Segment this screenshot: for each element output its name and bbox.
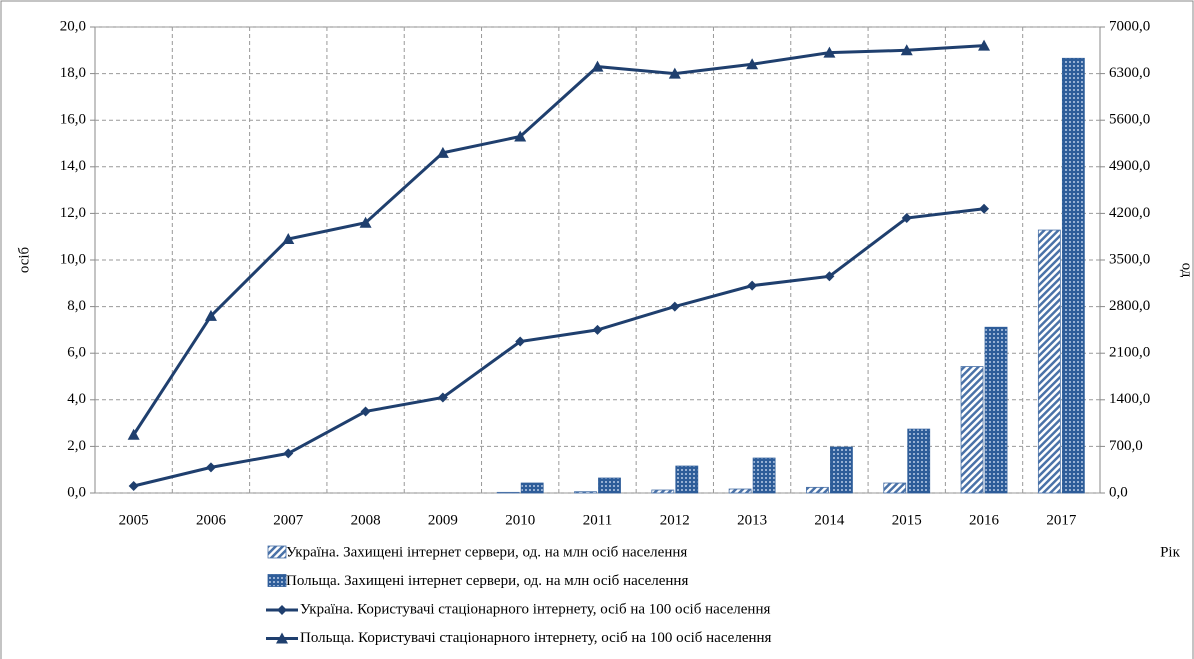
x-tick-label: 2008 (351, 512, 381, 528)
bar (574, 491, 597, 494)
marker (359, 216, 372, 228)
marker (283, 448, 294, 459)
marker (591, 60, 604, 72)
y2-tick-label: 2100,0 (1109, 345, 1150, 361)
y-tick-label: 12,0 (60, 205, 86, 221)
marker (900, 44, 913, 56)
bar (651, 489, 675, 494)
x-tick-label: 2005 (119, 512, 149, 528)
bar (984, 326, 1008, 494)
x-tick-label: 2014 (814, 512, 845, 528)
marker (668, 67, 681, 79)
bar (675, 465, 699, 494)
line (133, 207, 985, 488)
x-tick-label: 2006 (196, 512, 227, 528)
bar (1037, 229, 1061, 494)
y2-tick-label: 5600,0 (1109, 112, 1150, 128)
marker (669, 301, 680, 312)
y2-tick-label: 7000,0 (1109, 18, 1150, 34)
bar (830, 446, 853, 494)
y2-tick-label: 3500,0 (1109, 251, 1150, 267)
x-tick-label: 2016 (969, 512, 1000, 528)
x-tick-label: 2011 (583, 512, 612, 528)
marker (514, 130, 527, 142)
legend-label: Україна. Захищені інтернет сервери, од. … (286, 544, 687, 560)
bar (960, 366, 984, 494)
bar (883, 482, 907, 494)
marker (128, 481, 139, 492)
marker (747, 280, 758, 291)
bar (496, 491, 520, 494)
y2-tick-label: 4900,0 (1109, 158, 1150, 174)
marker (437, 392, 448, 403)
y-tick-label: 20,0 (60, 18, 86, 34)
y2-tick-label: 1400,0 (1109, 391, 1150, 407)
marker (277, 605, 287, 615)
marker (276, 632, 288, 644)
y2-tick-label: 4200,0 (1109, 205, 1150, 221)
line (132, 44, 985, 436)
legend-swatch (267, 545, 287, 559)
marker (823, 46, 836, 58)
legend-label: Польща. Захищені інтернет сервери, од. н… (286, 573, 688, 589)
y2-tick-label: 2800,0 (1109, 298, 1150, 314)
x-axis-label: Рік (1160, 544, 1181, 560)
y2-tick-label: 700,0 (1109, 438, 1143, 454)
y-tick-label: 4,0 (67, 391, 86, 407)
bar (520, 482, 544, 494)
marker (978, 39, 991, 51)
y-tick-label: 6,0 (67, 345, 86, 361)
x-tick-label: 2012 (660, 512, 690, 528)
marker (746, 58, 759, 70)
x-tick-label: 2015 (892, 512, 922, 528)
x-tick-label: 2017 (1046, 512, 1077, 528)
bar (806, 486, 829, 494)
marker (205, 462, 216, 473)
bar (1061, 57, 1085, 494)
x-tick-label: 2007 (273, 512, 304, 528)
marker (824, 271, 835, 282)
bar (728, 488, 752, 494)
bar (598, 477, 621, 494)
y-axis-label: осіб (16, 246, 32, 273)
legend-swatch (267, 574, 287, 587)
legend-label: Польща. Користувачі стаціонарного інтерн… (300, 630, 772, 646)
marker (592, 324, 603, 335)
y2-tick-label: 6300,0 (1109, 65, 1150, 81)
marker (515, 336, 526, 347)
marker (436, 146, 449, 158)
marker (979, 203, 990, 214)
y-tick-label: 10,0 (60, 251, 86, 267)
y-tick-label: 0,0 (67, 484, 86, 500)
x-tick-label: 2010 (505, 512, 535, 528)
y-tick-label: 2,0 (67, 438, 86, 454)
y2-tick-label: 0,0 (1109, 484, 1128, 500)
marker (360, 406, 371, 417)
bar (752, 457, 776, 494)
marker (127, 428, 140, 440)
x-tick-label: 2009 (428, 512, 458, 528)
marker (901, 213, 912, 224)
marker (282, 233, 295, 245)
y-tick-label: 18,0 (60, 65, 86, 81)
y-tick-label: 8,0 (67, 298, 86, 314)
y-tick-label: 16,0 (60, 112, 86, 128)
y2-axis-label: од (1179, 263, 1194, 278)
legend-label: Україна. Користувачі стаціонарного інтер… (300, 601, 770, 617)
y-tick-label: 14,0 (60, 158, 86, 174)
x-tick-label: 2013 (737, 512, 767, 528)
bar (907, 428, 931, 494)
marker (204, 309, 217, 321)
